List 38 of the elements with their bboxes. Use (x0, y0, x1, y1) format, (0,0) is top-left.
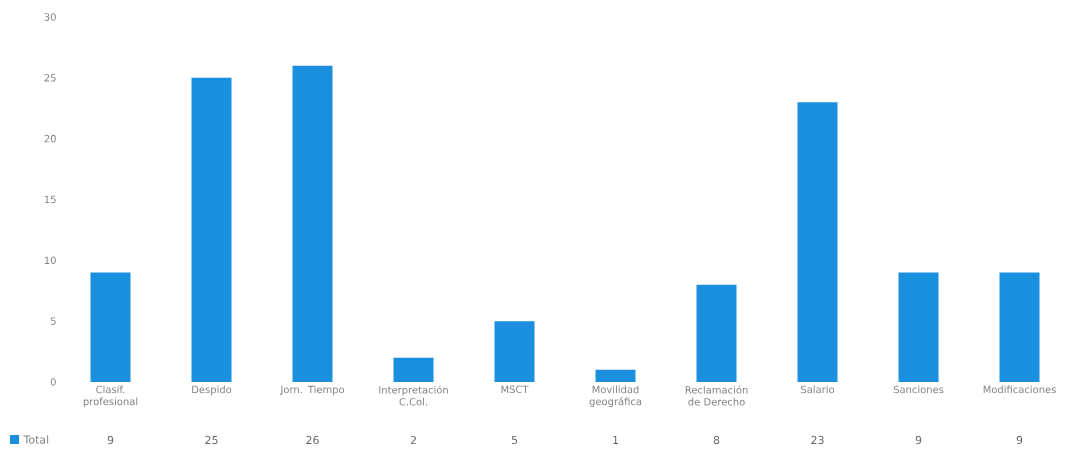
bar (494, 321, 535, 382)
data-label: 8 (713, 435, 720, 445)
y-tick-label: 15 (44, 195, 56, 204)
bar (595, 369, 636, 382)
x-tick-label: Reclamación de Derecho (685, 385, 748, 406)
x-tick-label: Despido (192, 385, 232, 396)
bar (393, 357, 434, 382)
x-tick-label: MSCT (501, 385, 529, 394)
bar (191, 77, 232, 382)
bar (898, 272, 939, 382)
data-label: 5 (511, 435, 518, 445)
legend-label: Total (23, 435, 49, 444)
x-tick-label: Movilidad geográfica (589, 385, 642, 408)
data-label: 9 (915, 435, 922, 445)
x-tick-label: Salario (801, 385, 835, 394)
y-tick-label: 20 (44, 134, 56, 143)
x-tick-label: Clasif. profesional (83, 385, 138, 408)
y-tick-label: 25 (44, 74, 56, 82)
x-tick-label: Interpretación C.Col. (379, 385, 448, 406)
y-tick-label: 30 (44, 13, 56, 21)
bar (292, 65, 333, 382)
data-label: 23 (811, 435, 824, 445)
data-label: 9 (107, 435, 114, 445)
y-tick-label: 0 (50, 378, 56, 386)
x-tick-label: Jorn. Tiempo (279, 385, 345, 396)
data-label: 1 (613, 436, 618, 444)
y-tick-label: 5 (50, 317, 56, 325)
data-label: 25 (205, 435, 218, 445)
data-label: 9 (1016, 435, 1023, 445)
bar (90, 272, 131, 382)
bar (696, 284, 737, 382)
x-tick-label: Sanciones (893, 385, 944, 394)
bar (999, 272, 1040, 382)
data-label: 2 (410, 435, 416, 445)
x-tick-label: Modificaciones (983, 385, 1056, 394)
y-tick-label: 10 (44, 256, 56, 265)
bar (797, 102, 838, 382)
data-label: 26 (306, 435, 319, 445)
